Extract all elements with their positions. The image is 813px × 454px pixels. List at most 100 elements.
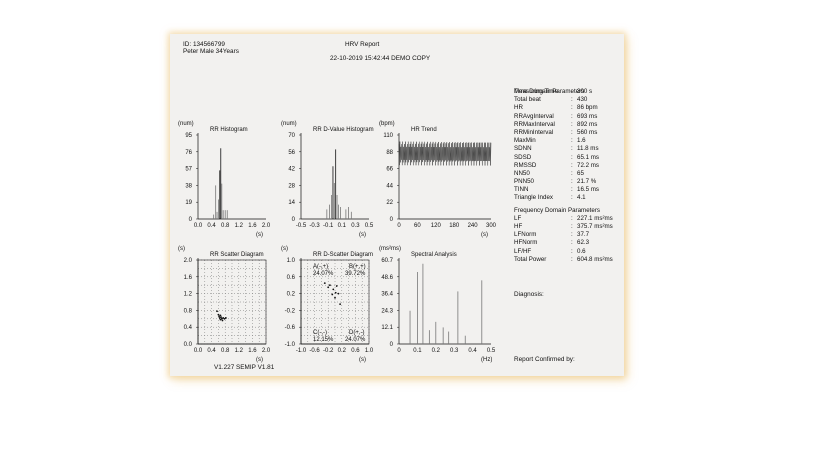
freq-param-value: 37.7 bbox=[577, 231, 590, 239]
chart6-x-tick-label: 0.3 bbox=[450, 348, 459, 354]
time-param-value: 1.6 bbox=[577, 137, 586, 145]
chart4-x-tick-label: 1.2 bbox=[235, 348, 244, 354]
separator-colon: : bbox=[571, 145, 573, 153]
chart3-x-tick-label: 240 bbox=[468, 223, 479, 229]
chart6-y-unit: (ms²ms) bbox=[379, 246, 401, 252]
chart5-quadrant-label: B(+,+) bbox=[349, 264, 366, 270]
freq-param-name: Total Power bbox=[514, 255, 547, 263]
chart5-y-tick-label: 0.6 bbox=[287, 275, 296, 281]
chart1-x-tick-label: 1.6 bbox=[248, 223, 257, 229]
time-param-value: 72.2 ms bbox=[577, 161, 600, 169]
time-param-name: RMSSD bbox=[514, 161, 537, 169]
time-param-row: SDNN:11.8 ms bbox=[514, 145, 600, 153]
chart2-y-tick-label: 70 bbox=[288, 133, 295, 139]
freq-param-value: 227.1 ms²ms bbox=[577, 214, 613, 222]
time-param-value: 693 ms bbox=[577, 112, 598, 120]
time-domain-table: Measuring Time:300 s Total beat:430 HR:86 … bbox=[514, 88, 600, 203]
chart1-title: RR Histogram bbox=[210, 127, 248, 133]
time-param-name: TINN bbox=[514, 186, 529, 194]
time-param-name: RRAvgInterval bbox=[514, 112, 554, 120]
separator-colon: : bbox=[571, 231, 573, 239]
chart5-quadrant-pct: 24.07% bbox=[345, 337, 366, 343]
chart4-x-unit: (s) bbox=[256, 357, 263, 363]
chart4-x-tick-label: 1.6 bbox=[248, 348, 257, 354]
patient-id: ID: 134566799 bbox=[183, 41, 225, 48]
separator-colon: : bbox=[571, 153, 573, 161]
time-param-name: SDSD bbox=[514, 153, 532, 161]
freq-param-value: 62.3 bbox=[577, 239, 590, 247]
time-param-name: MaxMin bbox=[514, 137, 536, 145]
chart5-point bbox=[323, 282, 326, 284]
time-param-value: 560 ms bbox=[577, 128, 598, 136]
chart6-x-unit: (Hz) bbox=[481, 357, 492, 363]
freq-domain-table: LF:227.1 ms²ms HF:375.7 ms²ms LFNorm:37.7 H… bbox=[514, 215, 613, 264]
chart5-point bbox=[334, 296, 336, 299]
chart6-x-tick-label: 0.1 bbox=[413, 348, 422, 354]
chart3-y-tick-label: 44 bbox=[386, 183, 393, 189]
separator-colon: : bbox=[571, 104, 573, 112]
chart1-x-tick-label: 0.8 bbox=[221, 223, 230, 229]
freq-param-row: HF:375.7 ms²ms bbox=[514, 223, 613, 231]
freq-param-row: LF/HF:0.6 bbox=[514, 248, 600, 256]
chart4-point bbox=[222, 317, 225, 319]
time-param-value: 430 bbox=[577, 96, 588, 104]
freq-param-row: LFNorm:37.7 bbox=[514, 231, 600, 239]
chart5-x-tick-label: -0.6 bbox=[309, 348, 320, 354]
separator-colon: : bbox=[571, 120, 573, 128]
chart5-quadrant-pct: 12.15% bbox=[313, 337, 334, 343]
chart3-x-tick-label: 120 bbox=[431, 223, 442, 229]
chart4-point bbox=[219, 318, 222, 321]
chart5-x-tick-label: 0.6 bbox=[351, 348, 360, 354]
time-param-name: Triangle Index bbox=[514, 194, 553, 202]
chart5-y-tick-label: 0.2 bbox=[287, 292, 296, 298]
chart2-y-tick-label: 0 bbox=[292, 217, 296, 223]
chart4-point bbox=[216, 310, 218, 313]
time-param-row: PNN50:21.7 % bbox=[514, 178, 600, 186]
separator-colon: : bbox=[571, 255, 573, 263]
chart5-point bbox=[329, 284, 331, 287]
separator-colon: : bbox=[571, 128, 573, 136]
chart3-x-tick-label: 300 bbox=[486, 223, 497, 229]
chart5-point bbox=[332, 288, 335, 291]
chart4-y-unit: (s) bbox=[178, 246, 185, 252]
chart3-x-tick-label: 60 bbox=[414, 223, 421, 229]
chart4-point bbox=[220, 316, 223, 319]
separator-colon: : bbox=[571, 186, 573, 194]
separator-colon: : bbox=[571, 161, 573, 169]
chart4-point bbox=[218, 315, 220, 318]
time-param-value: 892 ms bbox=[577, 120, 598, 128]
chart5-point bbox=[339, 303, 341, 305]
chart4-y-tick-label: 0.4 bbox=[184, 325, 193, 331]
chart5-point bbox=[337, 292, 340, 295]
chart2-y-tick-label: 42 bbox=[288, 167, 295, 173]
freq-param-value: 375.7 ms²ms bbox=[577, 223, 613, 231]
chart2-x-unit: (s) bbox=[359, 232, 366, 238]
time-param-name: NN50 bbox=[514, 169, 530, 177]
chart6-y-tick-label: 60.7 bbox=[381, 258, 393, 264]
time-param-row: MaxMin:1.6 bbox=[514, 137, 600, 145]
chart1-y-tick-label: 76 bbox=[185, 150, 192, 156]
chart2-x-tick-label: -0.3 bbox=[309, 223, 320, 229]
chart4-x-tick-label: 0.0 bbox=[194, 348, 203, 354]
freq-param-name: HFNorm bbox=[514, 239, 538, 247]
chart3-y-tick-label: 0 bbox=[390, 217, 394, 223]
chart1-x-unit: (s) bbox=[256, 232, 263, 238]
chart1-x-tick-label: 0.4 bbox=[207, 223, 216, 229]
time-param-value: 300 s bbox=[577, 88, 593, 95]
chart5-point bbox=[334, 291, 337, 294]
chart5-point bbox=[327, 286, 330, 289]
chart5-x-tick-label: -1.0 bbox=[296, 348, 307, 354]
freq-param-row: HFNorm:62.3 bbox=[514, 239, 600, 247]
separator-colon: : bbox=[571, 223, 573, 231]
chart4-point bbox=[224, 317, 227, 319]
chart4-y-tick-label: 0.8 bbox=[184, 308, 193, 314]
time-param-value: 65 bbox=[577, 169, 584, 177]
separator-colon: : bbox=[571, 169, 573, 177]
chart3-x-tick-label: 180 bbox=[449, 223, 460, 229]
chart6-y-tick-label: 12.1 bbox=[381, 325, 393, 331]
chart2-y-tick-label: 56 bbox=[288, 150, 295, 156]
time-param-row: NN50:65 bbox=[514, 170, 600, 178]
freq-domain-title: Frequency Domain Parameters bbox=[514, 206, 600, 214]
chart6-y-tick-label: 36.4 bbox=[381, 292, 393, 298]
chart5-quadrant-label: A(-,+) bbox=[313, 264, 328, 270]
